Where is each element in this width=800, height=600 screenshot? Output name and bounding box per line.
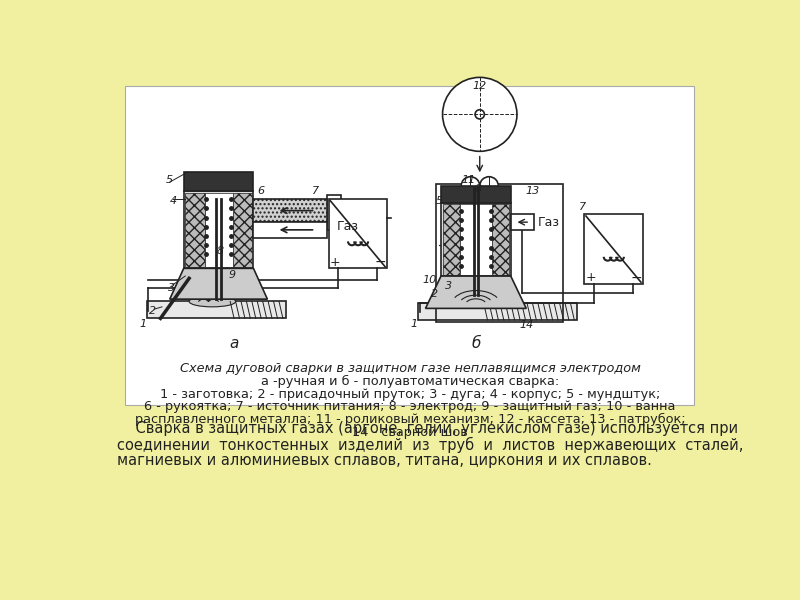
Text: 3: 3 [445, 281, 452, 291]
Bar [492, 205, 510, 275]
Circle shape [461, 177, 480, 195]
Bar [186, 193, 205, 267]
Text: 9: 9 [228, 270, 235, 280]
Text: магниевых и алюминиевых сплавов, титана, циркония и их сплавов.: магниевых и алюминиевых сплавов, титана,… [117, 453, 652, 468]
Text: −: − [630, 271, 642, 284]
Text: 7: 7 [312, 187, 319, 196]
Bar [584, 214, 642, 284]
Text: Сварка в защитных газах (аргоне, гелии, углекислом газе) используется при: Сварка в защитных газах (аргоне, гелии, … [117, 421, 738, 436]
Text: 7: 7 [579, 202, 586, 212]
Bar [233, 193, 252, 267]
Text: расплавленного металла; 11 - роликовый механизм; 12 - кассета; 13 - патрубок;: расплавленного металла; 11 - роликовый м… [134, 413, 686, 426]
Text: 12: 12 [473, 81, 487, 91]
Circle shape [442, 77, 517, 151]
Text: 4: 4 [170, 196, 177, 206]
Bar [442, 205, 459, 275]
Circle shape [480, 177, 498, 195]
Text: 5: 5 [436, 196, 443, 206]
Polygon shape [170, 268, 267, 299]
Text: 2: 2 [149, 306, 156, 316]
Text: 1: 1 [139, 319, 146, 329]
Bar [146, 301, 286, 319]
Bar [205, 193, 233, 267]
Polygon shape [426, 276, 526, 308]
Text: 10: 10 [422, 275, 437, 285]
Text: 1 - заготовка; 2 - присадочный пруток; 3 - дуга; 4 - корпус; 5 - мундштук;: 1 - заготовка; 2 - присадочный пруток; 3… [160, 388, 660, 401]
Text: 5: 5 [166, 175, 174, 185]
Text: а: а [230, 335, 238, 350]
Bar [435, 184, 563, 322]
Text: а -ручная и б - полуавтоматическая сварка:: а -ручная и б - полуавтоматическая сварк… [261, 375, 559, 388]
Text: −: − [374, 255, 386, 269]
Text: Газ: Газ [336, 220, 358, 232]
Bar [459, 205, 492, 275]
Bar [329, 199, 386, 268]
Text: соединении  тонкостенных  изделий  из  труб  и  листов  нержавеющих  сталей,: соединении тонкостенных изделий из труб … [117, 437, 743, 453]
Text: 6 - рукоятка; 7 - источник питания; 8 - электрод; 9 - защитный газ; 10 - ванна: 6 - рукоятка; 7 - источник питания; 8 - … [144, 400, 676, 413]
Bar [184, 191, 254, 268]
Bar [125, 86, 694, 406]
Bar [254, 222, 327, 238]
Text: 8: 8 [217, 245, 224, 256]
Bar [254, 199, 327, 222]
Bar [441, 203, 510, 276]
Bar [441, 186, 510, 203]
Text: 8: 8 [474, 184, 482, 194]
Text: 6: 6 [258, 187, 265, 196]
Ellipse shape [454, 298, 498, 308]
Text: +: + [586, 271, 596, 284]
Text: Схема дуговой сварки в защитном газе неплавящимся электродом: Схема дуговой сварки в защитном газе неп… [179, 362, 641, 375]
Ellipse shape [189, 296, 236, 307]
Bar [327, 195, 341, 230]
Text: 3: 3 [168, 283, 175, 293]
Bar [418, 303, 577, 320]
Text: Газ: Газ [538, 215, 560, 229]
Bar [184, 172, 254, 191]
Text: 1: 1 [410, 319, 418, 329]
Bar [510, 214, 534, 230]
Text: б: б [471, 335, 481, 350]
Text: 14: 14 [519, 320, 534, 329]
Text: 2: 2 [430, 289, 438, 299]
Text: 11: 11 [461, 175, 475, 185]
Text: 13: 13 [526, 187, 539, 196]
Text: 14 - сварной шов: 14 - сварной шов [352, 426, 468, 439]
Circle shape [475, 110, 485, 119]
Text: +: + [330, 256, 340, 269]
